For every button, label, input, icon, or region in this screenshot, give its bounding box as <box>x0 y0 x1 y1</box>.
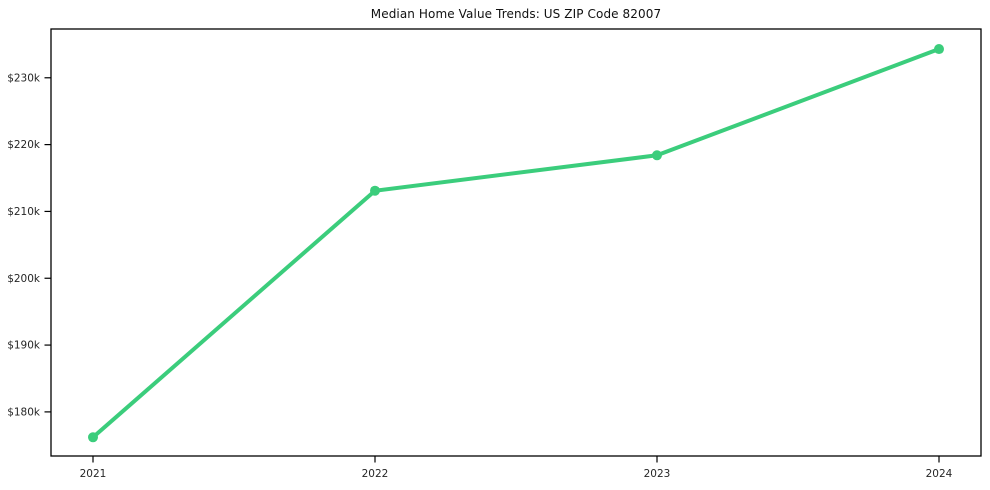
x-tick-label: 2023 <box>644 468 671 480</box>
y-tick-label: $180k <box>7 406 41 418</box>
x-tick-label: 2022 <box>362 468 389 480</box>
y-tick-label: $190k <box>7 340 41 352</box>
data-point-marker-2024 <box>934 44 944 55</box>
y-tick-label: $200k <box>7 273 41 285</box>
plot-frame <box>50 28 982 457</box>
data-point-marker-2021 <box>88 432 98 443</box>
y-tick-label: $230k <box>7 72 41 84</box>
x-tick-label: 2024 <box>926 468 953 480</box>
y-tick-label: $220k <box>7 139 41 151</box>
y-tick-label: $210k <box>7 206 41 218</box>
trend-line <box>91 47 941 440</box>
data-point-marker-2023 <box>652 150 662 161</box>
data-point-marker-2022 <box>370 185 380 196</box>
chart-title: Median Home Value Trends: US ZIP Code 82… <box>370 7 662 21</box>
x-tick-label: 2021 <box>80 468 107 480</box>
